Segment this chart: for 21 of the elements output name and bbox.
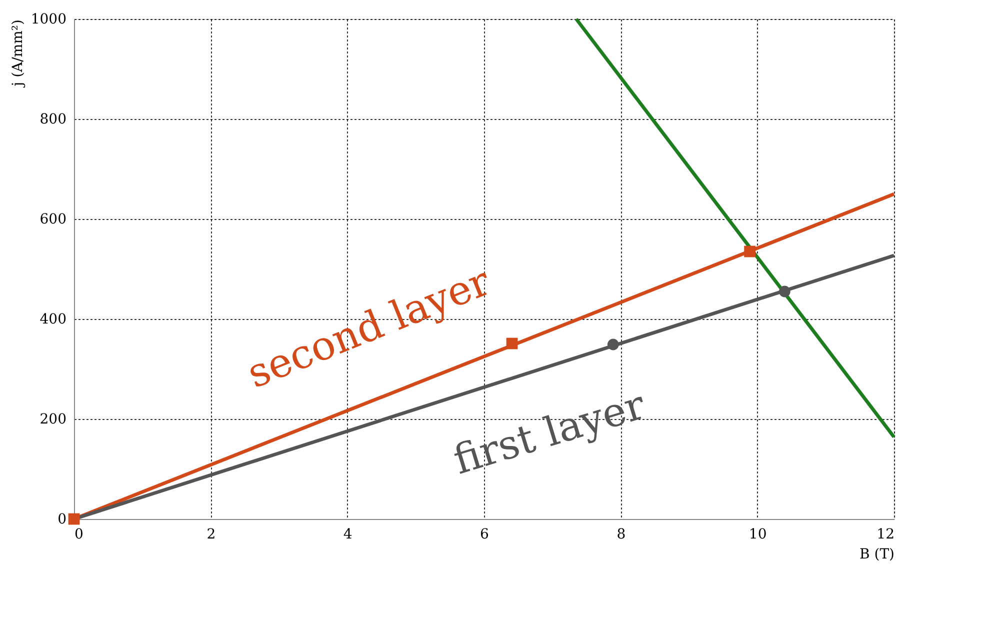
y-tick-label: 1000: [30, 12, 66, 28]
y-tick-label: 200: [40, 412, 66, 428]
point: [607, 338, 619, 350]
x-tick-label: 2: [206, 526, 216, 542]
x-tick-label: 6: [480, 526, 490, 542]
annotation: first layer: [448, 382, 652, 484]
point: [506, 338, 518, 350]
y-tick-label: 600: [40, 212, 66, 228]
y-axis-title: j (A/mm²): [10, 20, 26, 88]
y-tick-label: 800: [40, 112, 66, 128]
x-axis-title: B (T): [860, 546, 894, 562]
y-tick-label: 400: [40, 312, 66, 328]
x-tick-label: 0: [74, 526, 84, 542]
x-tick-label: 12: [876, 526, 894, 542]
point: [68, 513, 80, 525]
x-tick-label: 4: [343, 526, 352, 542]
y-tick-label: 0: [58, 512, 66, 528]
x-tick-label: 8: [616, 526, 626, 542]
x-tick-label: 10: [748, 526, 767, 542]
point: [744, 246, 756, 258]
point: [778, 286, 790, 298]
